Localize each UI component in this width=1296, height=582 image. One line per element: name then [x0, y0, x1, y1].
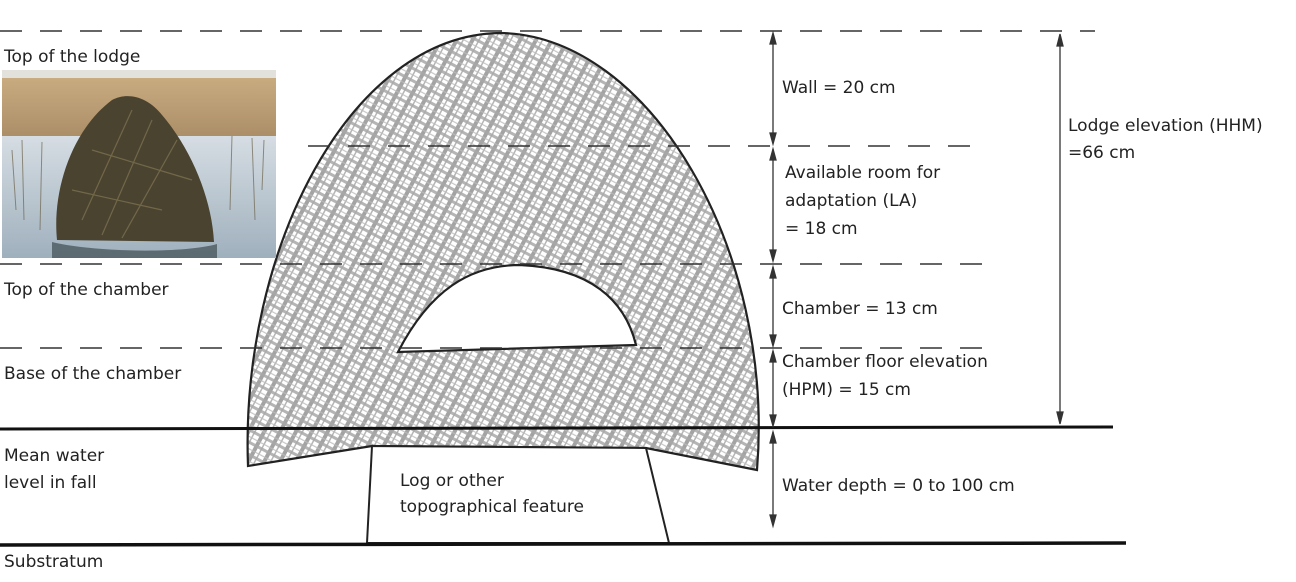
label-mean-water-2: level in fall: [4, 473, 97, 493]
label-available-2: adaptation (LA): [785, 191, 917, 211]
label-available-3: = 18 cm: [785, 219, 858, 239]
label-base-of-chamber: Base of the chamber: [4, 364, 181, 384]
label-top-of-lodge: Top of the lodge: [3, 47, 140, 67]
lodge-dome: [246, 31, 760, 472]
reference-lines: [0, 30, 1095, 349]
log-feature: [365, 444, 671, 544]
lodge-photo-drawing: [2, 70, 276, 258]
label-feature-2: topographical feature: [400, 497, 584, 517]
substratum-line: [0, 541, 1127, 547]
label-water-depth: Water depth = 0 to 100 cm: [782, 476, 1015, 496]
label-chamber: Chamber = 13 cm: [782, 299, 938, 319]
label-substratum: Substratum: [4, 552, 103, 572]
label-lodge-elev-2: =66 cm: [1068, 143, 1135, 163]
lodge-photo: [2, 70, 276, 258]
mean-water-line: [0, 425, 1114, 431]
label-available-1: Available room for: [785, 163, 940, 183]
label-top-of-chamber: Top of the chamber: [3, 280, 169, 300]
label-floor-2: (HPM) = 15 cm: [782, 380, 911, 400]
label-floor-1: Chamber floor elevation: [782, 352, 988, 372]
measure-arrows: [769, 30, 1064, 529]
chamber: [396, 263, 638, 354]
label-feature-1: Log or other: [400, 471, 504, 491]
label-mean-water-1: Mean water: [4, 446, 104, 466]
label-wall: Wall = 20 cm: [782, 78, 896, 98]
label-lodge-elev-1: Lodge elevation (HHM): [1068, 116, 1263, 136]
